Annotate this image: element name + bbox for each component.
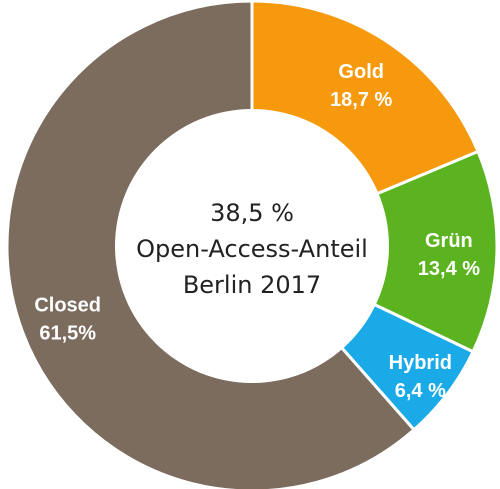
center-title: Open-Access-Anteil xyxy=(136,235,368,263)
slice-labels: Gold 18,7 % Grün 13,4 % Hybrid 6,4 % Closed 61,… xyxy=(34,61,480,402)
slice-label-gold: Gold xyxy=(338,61,384,83)
center-value: 38,5 % xyxy=(210,199,294,227)
donut-hole xyxy=(115,109,389,383)
center-subtitle: Berlin 2017 xyxy=(183,271,321,299)
slice-value-gr-n: 13,4 % xyxy=(418,258,480,280)
slice-value-hybrid: 6,4 % xyxy=(395,380,446,402)
slice-label-gr-n: Grün xyxy=(425,230,473,252)
slice-label-hybrid: Hybrid xyxy=(389,352,452,374)
slice-value-closed: 61,5% xyxy=(39,323,96,345)
slice-value-gold: 18,7 % xyxy=(330,89,392,111)
slice-label-closed: Closed xyxy=(34,295,101,317)
